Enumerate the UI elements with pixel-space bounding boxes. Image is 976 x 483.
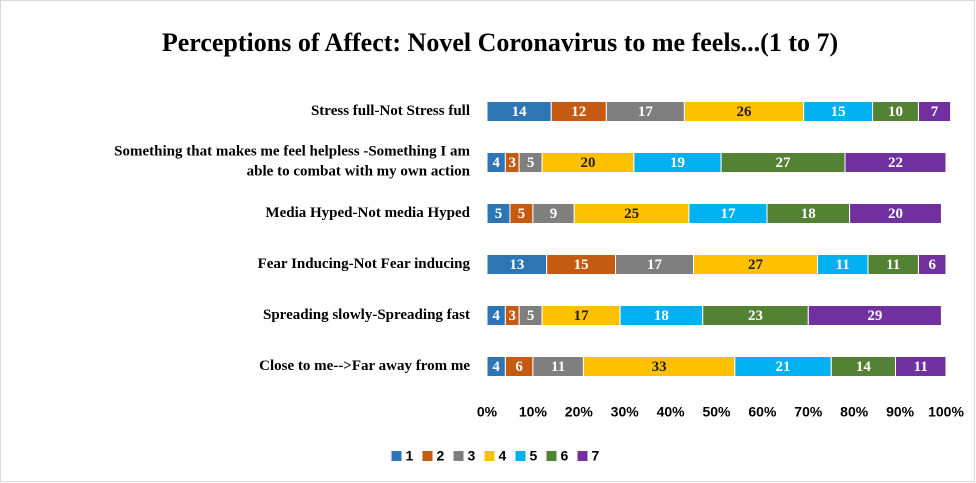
legend-swatch: [577, 451, 588, 461]
legend-swatch: [453, 451, 464, 461]
data-label: 6: [928, 257, 936, 273]
x-tick-label: 60%: [748, 404, 777, 420]
data-label: 19: [670, 155, 685, 171]
data-label: 23: [748, 308, 763, 324]
chart-title: Perceptions of Affect: Novel Coronavirus…: [162, 28, 838, 57]
data-label: 3: [508, 308, 516, 324]
data-label: 17: [574, 308, 590, 324]
data-label: 11: [914, 359, 928, 375]
legend-swatch: [484, 451, 495, 461]
x-tick-label: 100%: [928, 404, 964, 420]
legend-swatch: [391, 451, 402, 461]
bar-segment: [917, 101, 952, 122]
x-tick-label: 80%: [840, 404, 869, 420]
data-label: 13: [509, 257, 524, 273]
data-label: 17: [720, 206, 736, 222]
category-label: Fear Inducing-Not Fear inducing: [258, 256, 471, 272]
x-tick-label: 90%: [886, 404, 915, 420]
data-label: 5: [518, 206, 526, 222]
category-label: Media Hyped-Not media Hyped: [265, 205, 470, 221]
bar-segment: [917, 254, 947, 275]
data-label: 25: [624, 206, 639, 222]
data-label: 27: [748, 257, 764, 273]
data-label: 18: [654, 308, 669, 324]
data-label: 20: [580, 155, 595, 171]
legend-label: 4: [499, 448, 507, 464]
x-tick-label: 40%: [657, 404, 686, 420]
data-label: 5: [527, 155, 535, 171]
category-label: Spreading slowly-Spreading fast: [263, 307, 470, 323]
data-label: 9: [550, 206, 558, 222]
legend-label: 6: [561, 448, 569, 464]
bar-segment: [849, 203, 942, 224]
data-label: 12: [571, 104, 586, 120]
bar-segment: [807, 305, 942, 326]
data-label: 17: [647, 257, 663, 273]
data-label: 22: [888, 155, 903, 171]
data-label: 14: [856, 359, 872, 375]
data-label: 7: [931, 104, 939, 120]
data-label: 14: [512, 104, 528, 120]
data-label: 11: [836, 257, 850, 273]
legend-swatch: [515, 451, 526, 461]
data-label: 6: [515, 359, 523, 375]
legend-swatch: [422, 451, 433, 461]
data-label: 18: [801, 206, 816, 222]
legend-label: 7: [592, 448, 600, 464]
data-label: 17: [638, 104, 654, 120]
x-tick-label: 0%: [477, 404, 498, 420]
legend-label: 3: [468, 448, 476, 464]
data-label: 15: [831, 104, 846, 120]
data-label: 20: [888, 206, 903, 222]
x-tick-label: 30%: [611, 404, 640, 420]
category-label: Something that makes me feel helpless -S…: [114, 144, 470, 180]
legend-label: 1: [406, 448, 414, 464]
data-label: 4: [492, 155, 500, 171]
x-tick-label: 10%: [519, 404, 548, 420]
data-label: 5: [495, 206, 503, 222]
data-label: 4: [492, 359, 500, 375]
legend-label: 2: [437, 448, 445, 464]
x-tick-label: 70%: [794, 404, 823, 420]
data-label: 5: [527, 308, 535, 324]
data-label: 10: [888, 104, 903, 120]
bar-segment: [895, 356, 947, 377]
data-label: 15: [574, 257, 589, 273]
legend-label: 5: [530, 448, 538, 464]
data-label: 21: [776, 359, 791, 375]
data-label: 11: [551, 359, 565, 375]
data-label: 27: [776, 155, 792, 171]
x-tick-label: 50%: [702, 404, 731, 420]
data-label: 26: [737, 104, 753, 120]
data-label: 11: [886, 257, 900, 273]
category-label: Close to me-->Far away from me: [259, 358, 470, 374]
data-label: 33: [652, 359, 667, 375]
data-label: 3: [508, 155, 516, 171]
legend-swatch: [546, 451, 557, 461]
x-tick-label: 20%: [565, 404, 594, 420]
category-label: Stress full-Not Stress full: [311, 103, 470, 119]
bar-segment: [844, 152, 947, 173]
data-label: 29: [867, 308, 882, 324]
data-label: 4: [492, 308, 500, 324]
